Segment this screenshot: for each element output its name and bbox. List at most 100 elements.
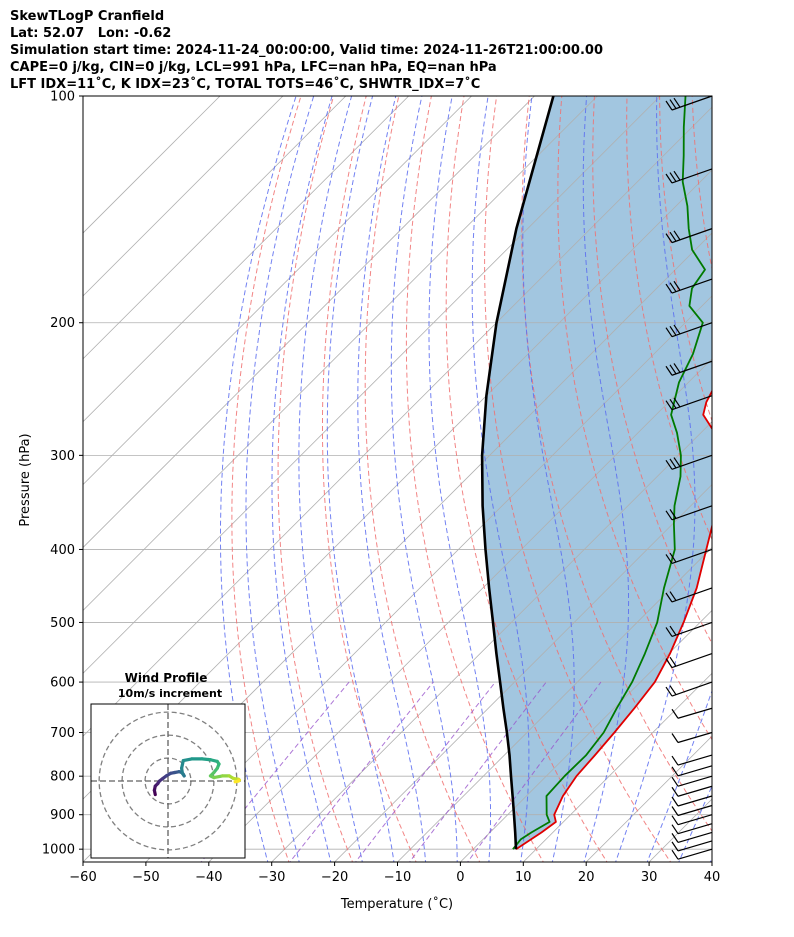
wind-barb-staff <box>671 621 713 638</box>
wind-barb <box>671 831 713 843</box>
x-tick-label: −20 <box>321 870 348 885</box>
wind-barb-flag <box>671 786 679 797</box>
wind-barb-flag <box>665 554 673 564</box>
wind-barb-flag <box>671 806 679 816</box>
wind-barb-flag <box>673 280 681 291</box>
wind-barb-flag <box>665 100 673 111</box>
wind-barb-flag <box>673 170 681 181</box>
y-tick-label: 300 <box>50 449 75 464</box>
dewpoint-line <box>512 96 706 850</box>
wind-barb-staff <box>671 548 713 565</box>
wind-barbs <box>665 95 713 860</box>
dry-adiabat-line <box>724 79 794 865</box>
wind-barb-flag <box>669 99 677 109</box>
wind-barb-flag <box>665 658 673 668</box>
wind-barb-flag <box>665 592 673 603</box>
wind-barb-flag <box>671 849 679 860</box>
hodograph-title: Wind Profile <box>125 671 208 685</box>
dry-adiabat-line <box>231 96 302 862</box>
hodograph-subtitle: 10m/s increment <box>118 687 222 700</box>
isotherm-line <box>83 96 347 360</box>
wind-barb <box>671 848 713 860</box>
wind-barb <box>671 814 713 826</box>
dry-adiabat-line <box>756 79 794 865</box>
wind-barb <box>671 707 713 719</box>
moist-adiabat-line <box>390 96 458 862</box>
wind-barb <box>671 731 713 744</box>
parcel-profile-line <box>480 96 555 850</box>
wind-barb-flag <box>669 625 677 636</box>
wind-barb-flag <box>673 97 681 108</box>
wind-barb <box>671 765 713 777</box>
wind-barb-flag <box>669 282 677 292</box>
wind-barb <box>671 754 713 766</box>
y-tick-label: 100 <box>50 90 75 105</box>
wind-barb-staff <box>677 823 713 835</box>
isotherm-line <box>83 96 284 297</box>
wind-barb <box>665 322 713 338</box>
isotherm-line <box>145 295 712 862</box>
wind-barb-staff <box>677 754 713 766</box>
isotherm-line <box>522 672 712 862</box>
wind-barb-flag <box>669 685 677 696</box>
wind-barb-flag <box>669 458 677 469</box>
isotherm-line <box>83 96 221 234</box>
y-tick-label: 400 <box>50 543 75 558</box>
dry-adiabat-line <box>788 79 794 865</box>
temperature-line <box>515 389 712 850</box>
y-tick-label: 500 <box>50 616 75 631</box>
wind-barb <box>671 795 713 807</box>
moist-adiabat-line <box>615 96 696 862</box>
wind-barb-flag <box>673 397 681 408</box>
isotherm-line <box>334 484 712 862</box>
moist-adiabat-line <box>357 96 427 862</box>
wind-barb-flag <box>671 824 679 835</box>
isotherm-line <box>83 96 536 549</box>
wind-barb-staff <box>671 681 713 697</box>
wind-barb <box>665 454 713 470</box>
wind-barb <box>665 681 713 697</box>
dry-adiabat-line <box>592 96 712 645</box>
wind-barb-flag <box>665 400 673 411</box>
stability-indices-line: CAPE=0 j/kg, CIN=0 j/kg, LCL=991 hPa, LF… <box>10 60 497 75</box>
wind-barb-flag <box>669 364 677 375</box>
mixing-ratio-line <box>408 681 547 862</box>
wind-barb-flag <box>673 230 681 241</box>
wind-barb-staff <box>671 168 713 184</box>
wind-barb-flag <box>669 231 677 242</box>
moist-adiabat-line <box>271 96 333 862</box>
wind-barb-flag <box>669 656 677 667</box>
y-tick-label: 700 <box>50 726 75 741</box>
wind-barb <box>671 775 713 787</box>
wind-barb-staff <box>671 322 713 338</box>
wind-barb <box>671 804 713 817</box>
hodograph-trace-segment <box>233 779 241 784</box>
dry-adiabat-line <box>277 96 354 862</box>
moist-adiabat-line <box>646 689 712 862</box>
wind-barb-flag <box>669 325 677 336</box>
cape-cin-shading <box>482 96 712 850</box>
isotherm-line <box>585 735 712 862</box>
wind-barb-flag <box>665 510 673 521</box>
isotherm-line <box>459 609 712 862</box>
isotherm-line <box>396 546 712 862</box>
mixing-ratio-line <box>289 681 434 862</box>
isotherm-line <box>83 96 473 486</box>
isotherm-line <box>271 421 712 862</box>
wind-barb-flag <box>671 796 679 807</box>
isotherm-line <box>83 106 712 737</box>
plot-area <box>83 79 794 865</box>
wind-barb-flag <box>671 766 679 777</box>
wind-barb-flag <box>669 172 677 182</box>
wind-barb-staff <box>671 505 713 521</box>
moist-adiabat-line <box>220 96 297 862</box>
time-line: Simulation start time: 2024-11-24_00:00:… <box>10 43 603 58</box>
wind-barb-flag <box>669 398 677 409</box>
wind-barb <box>665 395 713 411</box>
wind-barb-staff <box>671 454 713 470</box>
wind-barb-staff <box>677 731 713 744</box>
x-tick-label: −10 <box>384 870 411 885</box>
wind-barb-flag <box>671 833 679 843</box>
wind-barb-staff <box>677 795 713 807</box>
